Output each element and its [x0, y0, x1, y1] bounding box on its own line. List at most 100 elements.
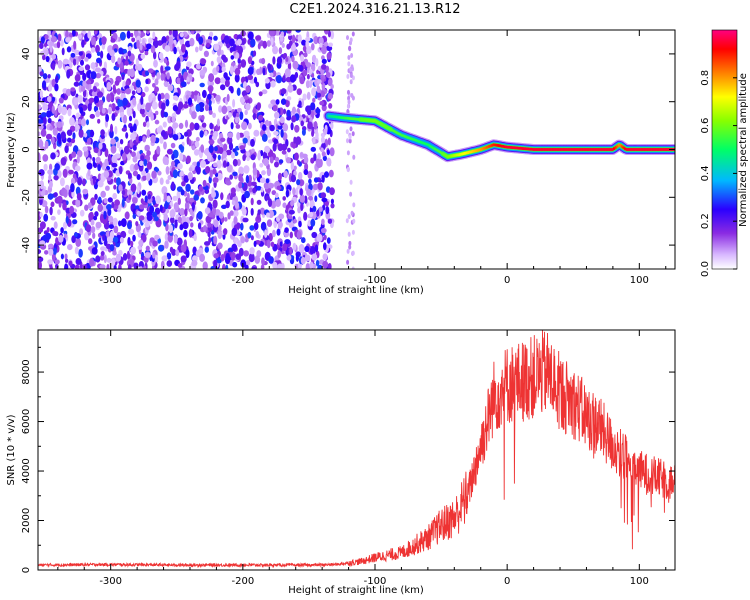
noise-speckle [282, 123, 289, 132]
noise-speckle [43, 49, 49, 55]
noise-speckle [39, 221, 46, 230]
noise-speckle [111, 30, 117, 33]
noise-speckle [235, 253, 241, 260]
noise-speckle [215, 94, 221, 102]
noise-speckle [227, 194, 231, 200]
noise-speckle [347, 95, 351, 101]
noise-speckle [282, 75, 286, 82]
noise-speckle [121, 189, 126, 196]
noise-speckle [38, 169, 45, 176]
noise-speckle [234, 73, 240, 83]
noise-speckle [197, 222, 202, 230]
noise-speckle [148, 94, 153, 103]
noise-speckle [86, 119, 89, 126]
noise-speckle [325, 71, 331, 78]
noise-speckle [96, 51, 101, 56]
noise-speckle [78, 128, 84, 138]
noise-speckle [312, 97, 316, 103]
noise-speckle [111, 258, 116, 267]
noise-speckle [44, 34, 49, 40]
noise-speckle [73, 81, 80, 87]
noise-speckle [135, 221, 139, 227]
noise-speckle [65, 37, 71, 43]
noise-speckle [303, 155, 309, 164]
noise-speckle [316, 209, 320, 217]
noise-speckle [345, 129, 349, 135]
noise-speckle [230, 122, 234, 130]
noise-speckle [213, 162, 218, 168]
noise-speckle [128, 115, 133, 122]
noise-speckle [63, 189, 68, 198]
noise-speckle [138, 215, 145, 221]
noise-speckle [275, 192, 279, 199]
noise-speckle [274, 156, 280, 162]
noise-speckle [294, 152, 299, 161]
noise-speckle [99, 264, 106, 269]
noise-speckle [252, 112, 256, 121]
noise-speckle [282, 196, 287, 201]
noise-speckle [346, 150, 350, 156]
noise-speckle [224, 79, 230, 88]
noise-speckle [74, 165, 81, 172]
noise-speckle [73, 40, 77, 50]
noise-speckle [264, 229, 268, 238]
noise-speckle [47, 30, 51, 37]
noise-speckle [313, 121, 318, 130]
noise-speckle [305, 80, 310, 89]
noise-speckle [110, 138, 116, 145]
noise-speckle [84, 57, 89, 62]
noise-speckle [347, 99, 351, 105]
noise-speckle [97, 203, 104, 212]
noise-speckle [212, 168, 217, 175]
noise-speckle [245, 260, 251, 266]
colorbar-tick-label: 0.0 [700, 261, 711, 277]
noise-speckle [347, 55, 351, 60]
noise-speckle [38, 131, 41, 137]
noise-speckle [54, 163, 60, 171]
noise-speckle [323, 242, 327, 251]
noise-speckle [56, 195, 63, 204]
noise-speckle [277, 263, 283, 269]
noise-speckle [163, 111, 169, 118]
noise-speckle [236, 38, 242, 46]
noise-speckle [129, 68, 135, 78]
noise-speckle [280, 88, 287, 95]
noise-speckle [317, 264, 323, 269]
noise-speckle [210, 60, 214, 67]
noise-speckle [38, 152, 41, 162]
noise-speckle [136, 210, 141, 216]
noise-speckle [285, 157, 291, 164]
noise-speckle [277, 172, 282, 181]
noise-speckle [275, 199, 281, 207]
noise-speckle [247, 122, 252, 130]
noise-speckle [303, 70, 308, 77]
noise-speckle [85, 224, 92, 233]
noise-speckle [308, 183, 313, 191]
noise-speckle [292, 242, 297, 251]
noise-speckle [49, 125, 53, 131]
noise-speckle [88, 97, 95, 103]
noise-speckle [111, 113, 116, 121]
noise-speckle [109, 129, 114, 139]
noise-speckle [271, 190, 277, 196]
noise-speckle [326, 149, 330, 156]
noise-speckle [217, 50, 221, 56]
noise-speckle [127, 50, 132, 57]
colorbar-tick-label: 0.6 [700, 118, 711, 134]
noise-speckle [77, 95, 84, 104]
noise-speckle [162, 156, 169, 166]
noise-speckle [347, 89, 350, 95]
y-tick-label: -20 [21, 189, 32, 205]
noise-speckle [268, 182, 274, 189]
x-tick-label: -200 [231, 576, 254, 587]
noise-speckle [136, 39, 140, 50]
noise-speckle [151, 101, 158, 110]
noise-speckle [145, 78, 149, 85]
noise-speckle [209, 31, 214, 37]
noise-speckle [239, 111, 244, 120]
noise-speckle [280, 185, 284, 192]
noise-speckle [232, 261, 238, 268]
noise-speckle [260, 187, 264, 193]
noise-speckle [225, 76, 231, 81]
